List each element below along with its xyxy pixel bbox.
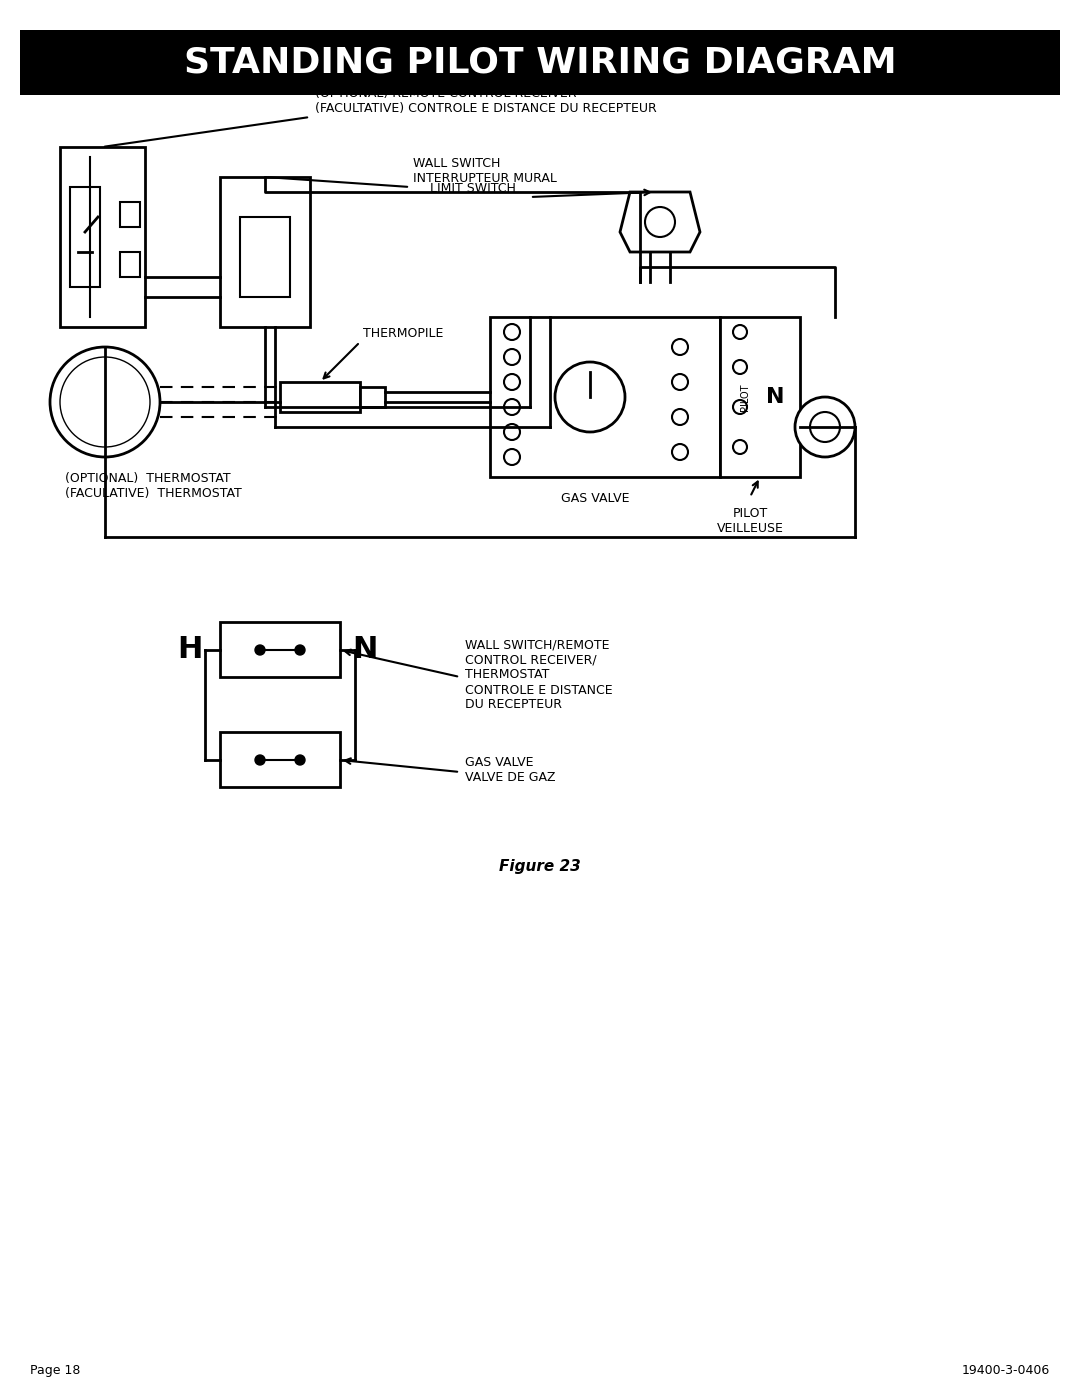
Circle shape [504, 349, 519, 365]
Text: Page 18: Page 18 [30, 1363, 80, 1377]
Circle shape [733, 360, 747, 374]
Text: PILOT: PILOT [740, 383, 750, 411]
Text: (OPTIONAL)  THERMOSTAT
(FACULATIVE)  THERMOSTAT: (OPTIONAL) THERMOSTAT (FACULATIVE) THERM… [65, 472, 242, 500]
Bar [360, 387, 384, 407]
Text: THERMOPILE: THERMOPILE [363, 327, 444, 339]
Text: 19400-3-0406: 19400-3-0406 [962, 1363, 1050, 1377]
Circle shape [795, 397, 855, 457]
Bar [220, 622, 340, 678]
Text: Figure 23: Figure 23 [499, 859, 581, 875]
Circle shape [504, 425, 519, 440]
Bar [720, 317, 800, 476]
Circle shape [555, 362, 625, 432]
Circle shape [295, 645, 305, 655]
Circle shape [672, 374, 688, 390]
Circle shape [295, 754, 305, 766]
Bar [280, 381, 360, 412]
Bar [120, 251, 140, 277]
Bar [220, 732, 340, 787]
Circle shape [255, 754, 265, 766]
Circle shape [733, 400, 747, 414]
Text: WALL SWITCH
INTERRUPTEUR MURAL: WALL SWITCH INTERRUPTEUR MURAL [413, 156, 557, 184]
Circle shape [50, 346, 160, 457]
Text: PILOT
VEILLEUSE: PILOT VEILLEUSE [716, 507, 783, 535]
Bar [240, 217, 291, 298]
Text: STANDING PILOT WIRING DIAGRAM: STANDING PILOT WIRING DIAGRAM [184, 46, 896, 80]
Polygon shape [620, 191, 700, 251]
Text: WALL SWITCH/REMOTE
CONTROL RECEIVER/
THERMOSTAT
CONTROLE E DISTANCE
DU RECEPTEUR: WALL SWITCH/REMOTE CONTROL RECEIVER/ THE… [465, 638, 612, 711]
Text: H: H [177, 636, 203, 665]
Text: N: N [352, 636, 378, 665]
Circle shape [672, 444, 688, 460]
Text: GAS VALVE: GAS VALVE [561, 492, 630, 504]
Circle shape [672, 339, 688, 355]
Text: GAS VALVE
VALVE DE GAZ: GAS VALVE VALVE DE GAZ [465, 756, 555, 784]
Circle shape [60, 358, 150, 447]
Circle shape [645, 207, 675, 237]
Bar [490, 317, 720, 476]
Bar [220, 177, 310, 327]
Bar [21, 29, 1059, 95]
Bar [70, 187, 100, 286]
Bar [120, 203, 140, 226]
Circle shape [255, 645, 265, 655]
Circle shape [733, 440, 747, 454]
Circle shape [504, 400, 519, 415]
Circle shape [504, 448, 519, 465]
Text: (OPTIONAL) REMOTE CONTROL RECEIVER
(FACULTATIVE) CONTROLE E DISTANCE DU RECEPTEU: (OPTIONAL) REMOTE CONTROL RECEIVER (FACU… [315, 87, 657, 115]
Circle shape [672, 409, 688, 425]
Bar [60, 147, 145, 327]
Text: N: N [766, 387, 784, 407]
Circle shape [504, 374, 519, 390]
Circle shape [504, 324, 519, 339]
Text: LIMIT SWITCH: LIMIT SWITCH [430, 182, 516, 196]
Circle shape [810, 412, 840, 441]
Circle shape [733, 326, 747, 339]
